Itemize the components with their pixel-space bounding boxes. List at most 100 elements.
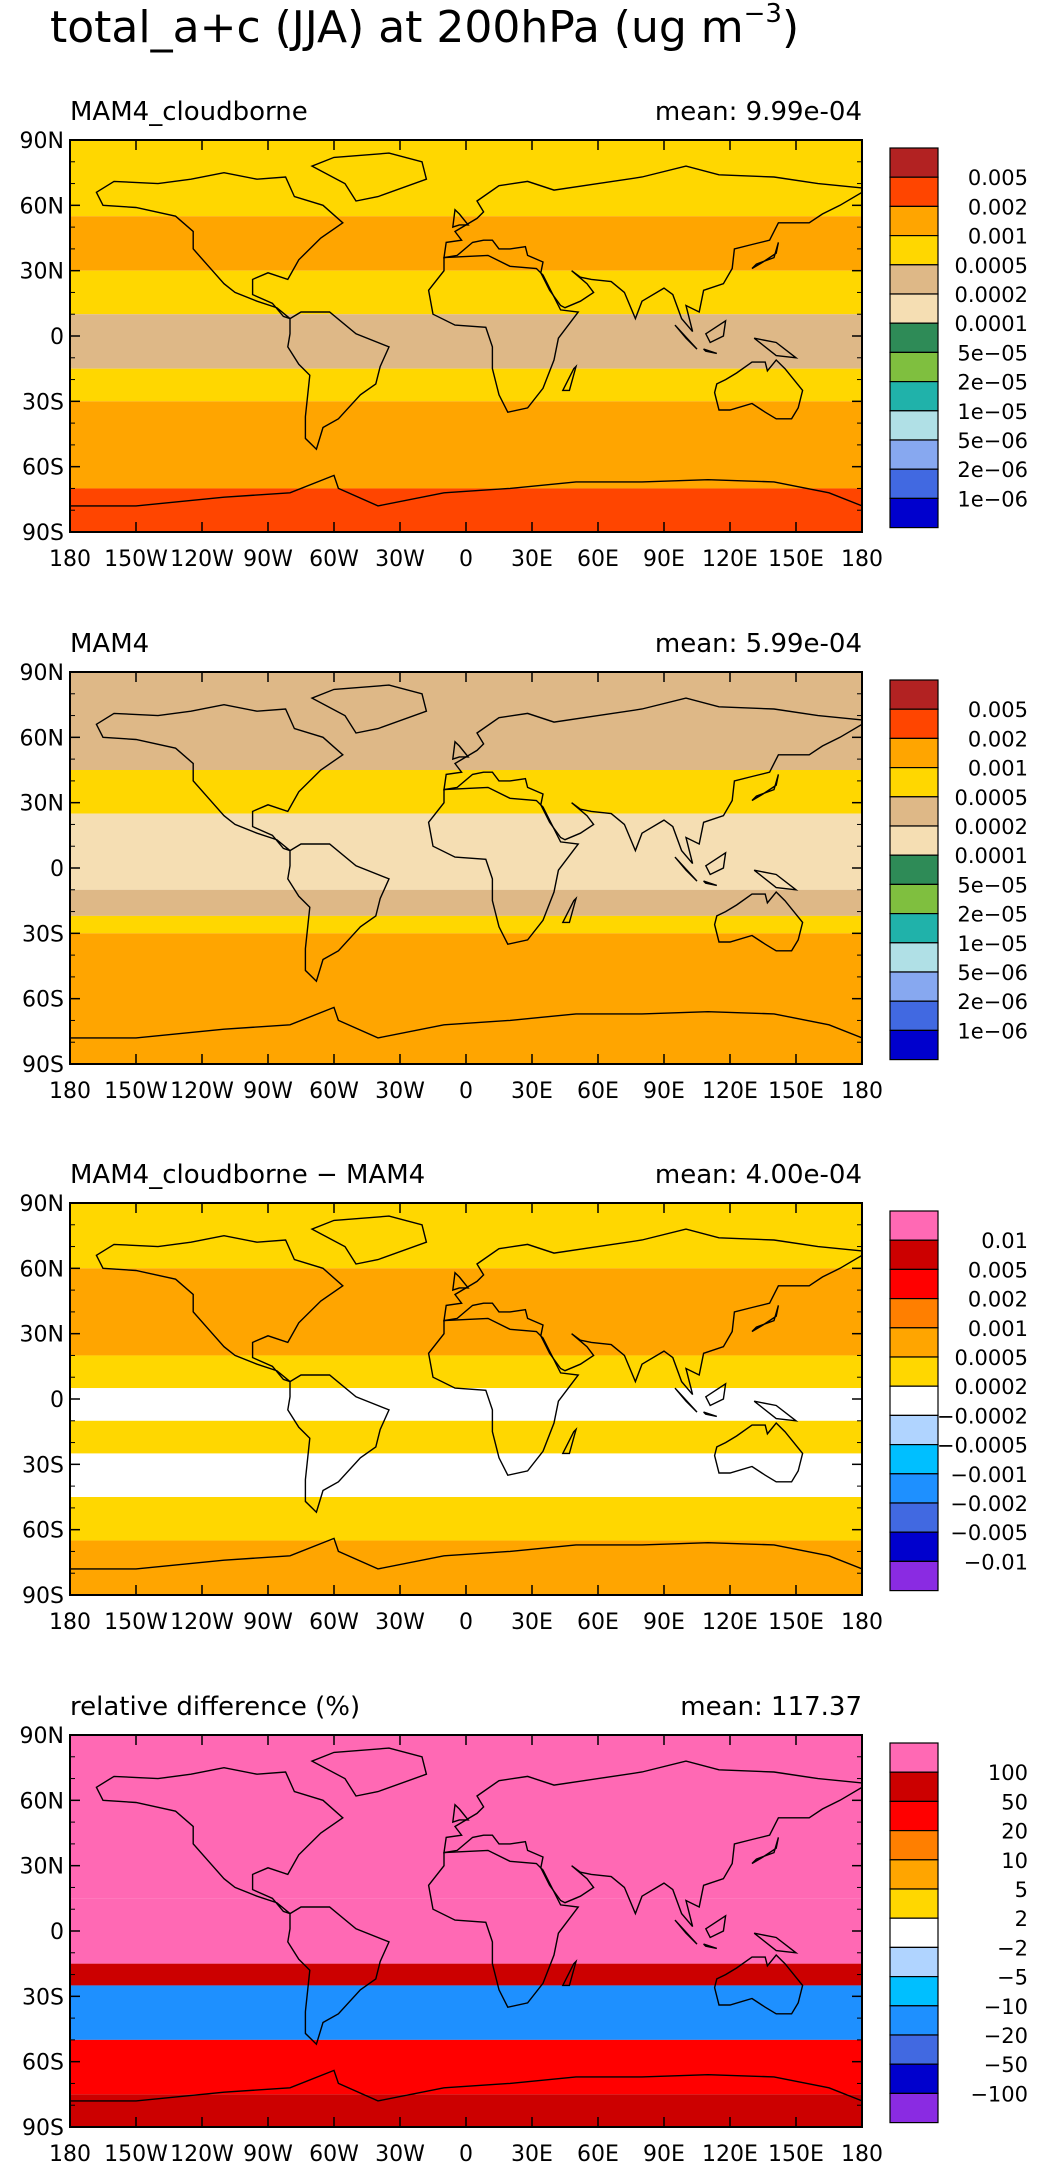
colorbar-label: 0.01	[981, 1229, 1028, 1253]
coastline	[451, 1271, 470, 1292]
panels: MAM4_cloudborne mean: 9.99e-04 90N 60N 30N 0 3…	[20, 97, 1028, 2167]
x-tick-label: 90E	[643, 1079, 685, 1104]
colorbar-label: 1e−05	[957, 932, 1028, 956]
colorbar-label: 0.0005	[955, 786, 1028, 810]
colorbar-swatch	[889, 1560, 939, 1592]
y-tick-label: 0	[50, 1920, 64, 1945]
colorbar-swatch	[889, 1443, 939, 1475]
coastline	[704, 1382, 727, 1407]
panel-2: MAM4 mean: 5.99e-0490N60N30N030S60S90S180…	[20, 629, 1028, 1104]
x-tick-label: 180	[49, 1079, 91, 1104]
colorbar-swatch	[889, 1531, 939, 1562]
x-tick-label: 120E	[702, 1610, 758, 1635]
colorbar-label: 2	[1015, 1907, 1028, 1931]
colorbar-swatch	[889, 854, 939, 886]
coastline	[703, 1411, 718, 1418]
coastline	[427, 254, 580, 413]
coastline	[674, 324, 698, 350]
x-tick-label: 150W	[104, 1079, 168, 1104]
x-tick-label: 180	[49, 2142, 91, 2167]
coastline	[751, 774, 780, 802]
colorbar-swatch	[889, 942, 939, 973]
colorbar-swatch	[889, 497, 939, 529]
coastline	[287, 1906, 390, 2046]
colorbar-swatch	[889, 766, 939, 798]
colorbar-label: 0.002	[968, 727, 1028, 751]
coastline	[70, 1537, 862, 1595]
coastline	[310, 684, 428, 734]
figure-title-exponent: −3	[744, 0, 782, 29]
colorbar-swatch	[889, 2092, 939, 2124]
colorbar-swatch	[889, 1800, 939, 1832]
lat-band	[70, 368, 862, 402]
panel-mean: mean: 117.37	[680, 1692, 862, 1722]
y-tick-label: 0	[50, 857, 64, 882]
x-tick-label: 30W	[375, 2142, 425, 2167]
coastline	[751, 242, 780, 270]
coastline	[310, 152, 428, 202]
x-tick-label: 90W	[243, 1079, 293, 1104]
lat-band	[70, 140, 862, 217]
colorbar-label: 100	[988, 1761, 1028, 1785]
colorbar-label: 0.002	[968, 1288, 1028, 1312]
colorbar-label: 5e−05	[957, 341, 1028, 365]
colorbar-label: −0.0002	[937, 1404, 1028, 1428]
coastline	[451, 1803, 470, 1824]
x-tick-label: 150W	[104, 1610, 168, 1635]
coastline	[95, 171, 344, 320]
colorbar-swatch	[889, 1742, 939, 1773]
coastline	[713, 358, 804, 420]
y-tick-label: 90S	[22, 1053, 64, 1078]
x-tick-label: 0	[459, 1079, 473, 1104]
coastline	[443, 1228, 862, 1396]
lat-band	[70, 672, 862, 770]
colorbar-swatch	[889, 912, 939, 944]
x-tick-label: 60E	[577, 547, 619, 572]
colorbar-label: 0.0002	[955, 815, 1028, 839]
x-tick-label: 150E	[768, 2142, 824, 2167]
x-tick-label: 90E	[643, 547, 685, 572]
y-tick-label: 90S	[22, 2116, 64, 2141]
colorbar-label: 0.002	[968, 195, 1028, 219]
colorbar-swatch	[889, 1239, 939, 1270]
lat-band	[70, 401, 862, 489]
x-tick-label: 60E	[577, 1610, 619, 1635]
colorbar-swatch	[889, 1356, 939, 1387]
y-tick-label: 0	[50, 325, 64, 350]
coastline	[427, 786, 580, 945]
data-field	[70, 672, 862, 1064]
x-tick-label: 30W	[375, 1610, 425, 1635]
colorbar-label: 2e−06	[957, 458, 1028, 482]
x-tick-label: 120W	[170, 1079, 234, 1104]
coastline	[70, 474, 862, 532]
coastline	[443, 165, 862, 333]
colorbar-swatch	[889, 1000, 939, 1032]
x-tick-label: 180	[49, 1610, 91, 1635]
x-tick-label: 150W	[104, 2142, 168, 2167]
data-field	[70, 1203, 862, 1595]
x-tick-label: 60W	[309, 2142, 359, 2167]
coastline	[703, 880, 718, 887]
colorbar-label: −2	[997, 1936, 1028, 1960]
colorbar-swatch	[889, 235, 939, 266]
y-tick-label: 30S	[22, 390, 64, 415]
coastline	[703, 1943, 718, 1950]
y-tick-label: 90S	[22, 521, 64, 546]
colorbar-label: 2e−05	[957, 371, 1028, 395]
colorbar-swatch	[889, 351, 939, 383]
colorbar-swatch	[889, 825, 939, 856]
panel-label: MAM4	[70, 629, 149, 659]
colorbar-label: 5e−05	[957, 873, 1028, 897]
panel-3: MAM4_cloudborne − MAM4 mean: 4.00e-04 90N 6…	[20, 1160, 1028, 1635]
y-tick-label: 0	[50, 1388, 64, 1413]
panel-mean: mean: 4.00e-04	[655, 1160, 862, 1190]
lat-band	[70, 1268, 862, 1356]
coastline	[704, 851, 727, 876]
lat-band	[70, 889, 862, 916]
colorbar-label: −0.005	[950, 1521, 1028, 1545]
colorbar-swatch	[889, 1327, 939, 1358]
figure-title-main: total_a+c (JJA) at 200hPa (ug m	[50, 2, 744, 53]
y-tick-label: 60N	[20, 726, 64, 751]
colorbar-swatch	[889, 1888, 939, 1919]
colorbar-label: 0.0001	[955, 312, 1028, 336]
